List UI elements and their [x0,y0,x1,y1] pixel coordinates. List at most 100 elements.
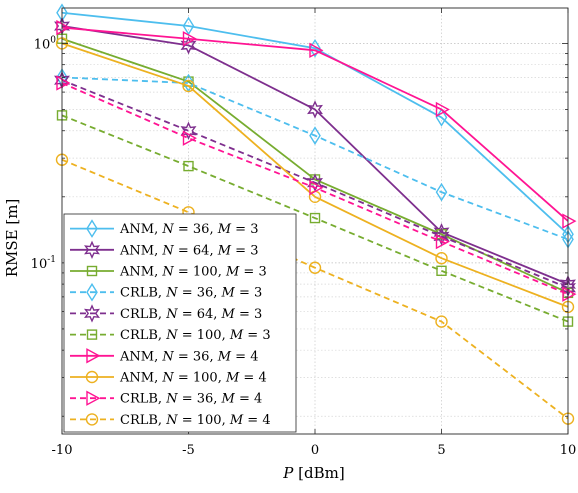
series-4 [54,70,576,297]
legend-entry: ANM, N = 100, M = 3 [70,265,267,280]
x-tick-label: 5 [437,443,445,458]
x-tick-label: -10 [52,443,73,458]
square-marker [309,212,321,224]
series-6 [56,19,577,229]
x-tick-label: 0 [311,443,319,458]
diamond-marker [435,182,448,202]
square-marker [86,329,98,340]
hexagram-marker [180,36,197,55]
diamond-marker [86,282,98,302]
legend-text-part: = [243,328,262,343]
hexagram-marker [180,121,197,140]
legend-var: N [161,243,174,258]
series-line [61,11,569,235]
legend-text-part: , [213,286,221,301]
legend-var: N [165,307,178,322]
series-line [61,158,569,420]
legend-text-part: 3 [250,222,258,237]
legend-text-part: CRLB, [120,392,166,407]
legend-var: N [165,413,178,428]
legend-text-part: 100 [197,413,222,428]
legend-text-part: 4 [254,392,262,407]
legend-text-part: ANM, [119,243,162,258]
legend-text-part: 36 [197,392,214,407]
triangle-right-marker [562,213,577,229]
hexagram-marker [84,304,100,323]
legend-text-part: 100 [197,328,222,343]
circle-marker [308,261,322,274]
legend-label: CRLB, N = 100, M = 4 [120,413,271,428]
series-line [61,76,569,241]
legend-text-part: ANM, [119,349,162,364]
series-line [61,79,569,289]
legend-entry: CRLB, N = 100, M = 3 [70,328,271,343]
legend-text-part: 3 [254,307,262,322]
triangle-right-marker [435,101,450,118]
legend-entry: ANM, N = 36, M = 4 [70,348,258,364]
diamond-marker [309,38,321,58]
hexagram-marker [307,100,323,119]
y-tick-base: 10 [31,257,48,272]
legend-text-part: 36 [197,286,214,301]
legend-var: N [165,328,178,343]
legend-var: M [217,349,232,364]
legend-text-part: = [231,222,250,237]
legend-text-part: CRLB, [120,286,166,301]
legend-text-part: , [218,265,226,280]
legend-text-part: , [222,413,230,428]
legend-label: ANM, N = 100, M = 3 [119,265,267,280]
series-line [61,42,569,308]
legend-var: M [225,371,240,386]
legend-text-part: ANM, [119,222,162,237]
legend-text-part: 4 [258,371,266,386]
square-marker [436,265,447,277]
triangle-right-marker [435,233,450,250]
legend-text-part: = [231,349,250,364]
legend-text-part: = [239,265,258,280]
plot-frame [61,7,569,435]
legend-var: M [221,392,236,407]
legend-var: M [217,243,232,258]
circle-marker [85,413,99,426]
legend-entry: CRLB, N = 36, M = 4 [70,390,262,407]
legend-text-part: , [209,349,217,364]
legend-label: ANM, N = 100, M = 4 [119,371,267,386]
y-tick-exponent: 0 [50,35,56,45]
triangle-right-marker [309,180,324,196]
hexagram-marker [84,240,100,260]
legend-entry: ANM, N = 64, M = 3 [70,240,258,260]
legend-text-part: = [235,392,254,407]
circle-marker [435,315,448,328]
triangle-right-marker [182,31,197,47]
legend-var: M [217,222,232,237]
legend-text-part: CRLB, [120,413,166,428]
legend-var: N [161,371,174,386]
legend-text-part: 100 [193,371,218,386]
legend-text-part: CRLB, [120,307,166,322]
circle-marker [182,79,195,93]
legend-text-part: 4 [250,349,258,364]
y-tick-exponent: -1 [47,255,56,265]
legend-var: N [165,392,178,407]
legend-label: ANM, N = 36, M = 4 [119,349,258,364]
series-line [61,114,569,323]
legend-text-part: = [231,243,250,258]
legend-text-part: CRLB, [120,328,166,343]
legend-var: M [229,328,244,343]
triangle-right-marker [182,130,197,146]
square-marker [183,160,194,172]
legend-label: CRLB, N = 64, M = 3 [120,307,262,322]
legend-entry: CRLB, N = 64, M = 3 [70,304,262,323]
legend-text-part: 36 [193,222,210,237]
legend-label: CRLB, N = 100, M = 3 [120,328,271,343]
legend-text-part: = [174,243,193,258]
legend-text-part: 3 [258,265,266,280]
hexagram-marker [433,227,450,246]
series-lines [54,3,577,425]
legend-text-part: ANM, [119,371,162,386]
legend-var: N [161,265,174,280]
y-axis-label: RMSE [m] [3,199,21,278]
legend-label: ANM, N = 64, M = 3 [119,243,258,258]
